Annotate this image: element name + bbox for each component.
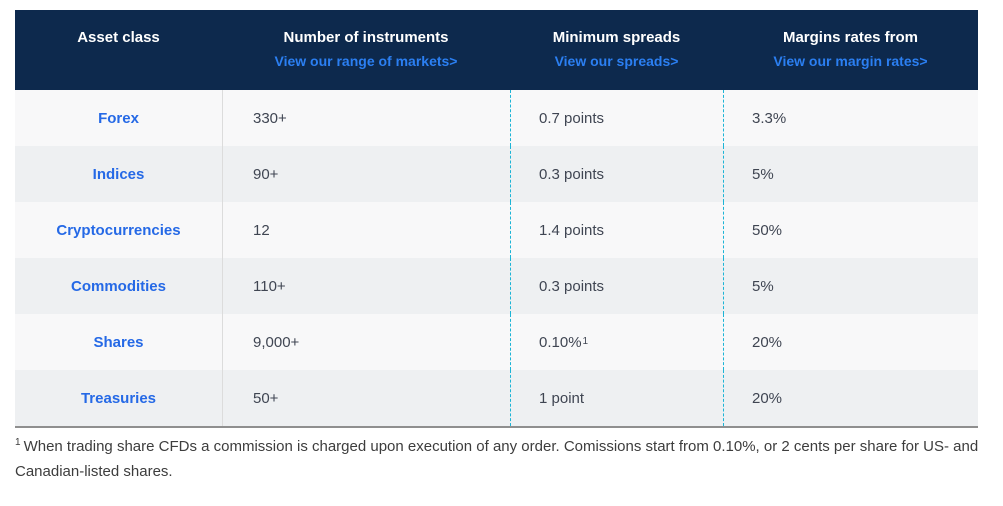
table-row-shares: Shares 9,000+ 0.10% 1 20% [15, 314, 978, 370]
table-header-row: Asset class Number of instruments View o… [15, 10, 978, 90]
spread-value: 0.10% [539, 333, 582, 351]
asset-class-cell: Indices [15, 146, 222, 202]
instruments-cell: 12 [222, 202, 510, 258]
view-spreads-link[interactable]: View our spreads> [554, 53, 679, 69]
asset-class-cell: Commodities [15, 258, 222, 314]
spread-value: 1.4 points [539, 221, 605, 239]
commission-footnote: 1 When trading share CFDs a commission is… [15, 430, 980, 484]
margin-cell: 5% [723, 146, 978, 202]
spread-cell: 1.4 points [510, 202, 723, 258]
margin-cell: 5% [723, 258, 978, 314]
instruments-cell: 330+ [222, 90, 510, 146]
spread-value: 0.7 points [539, 109, 605, 127]
column-title: Margins rates from [782, 29, 919, 46]
shares-link[interactable]: Shares [93, 333, 144, 351]
table-row-forex: Forex 330+ 0.7 points 3.3% [15, 90, 978, 146]
column-title: Minimum spreads [552, 29, 681, 46]
indices-link[interactable]: Indices [92, 165, 145, 183]
margin-cell: 50% [723, 202, 978, 258]
table-body: Forex 330+ 0.7 points 3.3% Indices 90+ 0… [15, 90, 978, 428]
column-title: Asset class [77, 29, 160, 46]
column-title: Number of instruments [283, 29, 449, 46]
footnote-text: When trading share CFDs a commission is … [15, 438, 979, 480]
column-header-minimum-spreads: Minimum spreads View our spreads> [510, 10, 723, 90]
margin-cell: 20% [723, 370, 978, 426]
instruments-cell: 90+ [222, 146, 510, 202]
asset-class-cell: Shares [15, 314, 222, 370]
commodities-link[interactable]: Commodities [70, 277, 166, 295]
table-row-treasuries: Treasuries 50+ 1 point 20% [15, 370, 978, 426]
asset-class-cell: Treasuries [15, 370, 222, 426]
table-row-indices: Indices 90+ 0.3 points 5% [15, 146, 978, 202]
instruments-cell: 9,000+ [222, 314, 510, 370]
cryptocurrencies-link[interactable]: Cryptocurrencies [56, 221, 181, 239]
spread-value: 0.3 points [539, 277, 605, 295]
treasuries-link[interactable]: Treasuries [80, 389, 157, 407]
column-header-asset-class: Asset class [15, 10, 222, 90]
spread-cell: 0.3 points [510, 146, 723, 202]
spread-cell: 0.7 points [510, 90, 723, 146]
asset-class-cell: Forex [15, 90, 222, 146]
spread-cell: 0.3 points [510, 258, 723, 314]
table-row-commodities: Commodities 110+ 0.3 points 5% [15, 258, 978, 314]
spread-value: 0.3 points [539, 165, 605, 183]
spread-value: 1 point [539, 389, 585, 407]
column-header-margin-rates: Margins rates from View our margin rates… [723, 10, 978, 90]
footnote-marker: 1 [15, 437, 21, 448]
margin-cell: 20% [723, 314, 978, 370]
view-margin-rates-link[interactable]: View our margin rates> [773, 53, 928, 69]
asset-class-cell: Cryptocurrencies [15, 202, 222, 258]
asset-pricing-table: Asset class Number of instruments View o… [15, 10, 978, 428]
margin-cell: 3.3% [723, 90, 978, 146]
forex-link[interactable]: Forex [98, 109, 139, 127]
spread-cell: 1 point [510, 370, 723, 426]
view-markets-link[interactable]: View our range of markets> [274, 53, 458, 69]
instruments-cell: 50+ [222, 370, 510, 426]
column-header-number-of-instruments: Number of instruments View our range of … [222, 10, 510, 90]
spread-cell: 0.10% 1 [510, 314, 723, 370]
table-row-cryptocurrencies: Cryptocurrencies 12 1.4 points 50% [15, 202, 978, 258]
instruments-cell: 110+ [222, 258, 510, 314]
